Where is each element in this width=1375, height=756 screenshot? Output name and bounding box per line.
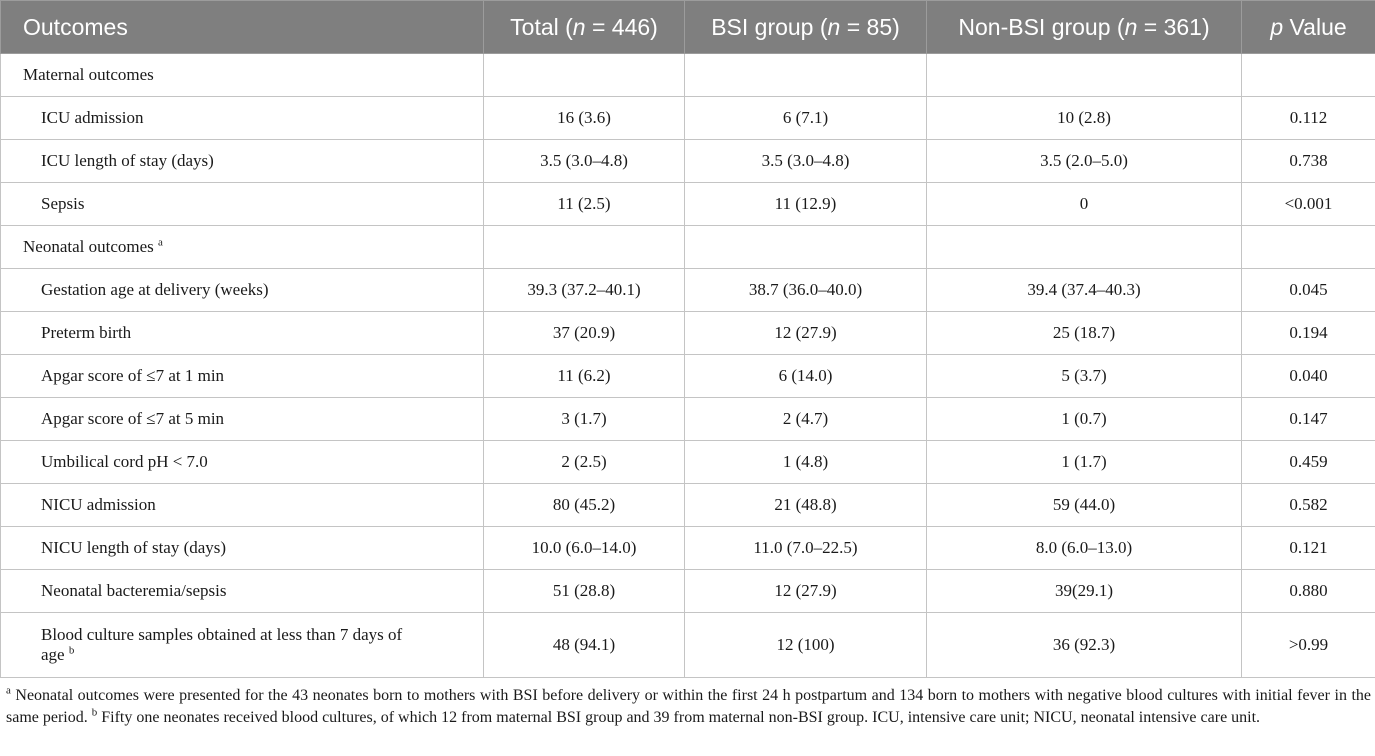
footnote-marker-b: b [68,644,75,657]
cell-p-value: 0.738 [1241,139,1375,183]
cell-p-value: 0.147 [1241,397,1375,441]
table-row: Apgar score of ≤7 at 5 min 3 (1.7) 2 (4.… [0,397,1375,441]
cell-total: 3 (1.7) [483,397,685,441]
cell-bsi: 6 (7.1) [684,96,927,140]
cell-total: 11 (6.2) [483,354,685,398]
cell-p-value: 0.112 [1241,96,1375,140]
footnote-b-text: Fifty one neonates received blood cultur… [97,709,1261,726]
header-bsi-group: BSI group (n = 85) [684,0,927,54]
cell-p-value: <0.001 [1241,182,1375,226]
cell-p-value: 0.880 [1241,569,1375,613]
row-label: Blood culture samples obtained at less t… [0,612,484,678]
table-row: ICU length of stay (days) 3.5 (3.0–4.8) … [0,139,1375,183]
row-label: Gestation age at delivery (weeks) [0,268,484,312]
cell-total: 2 (2.5) [483,440,685,484]
footnote-b-mark: b [91,706,98,719]
cell-p-value: 0.582 [1241,483,1375,527]
cell-non-bsi: 39(29.1) [926,569,1242,613]
cell-non-bsi: 0 [926,182,1242,226]
cell-bsi: 1 (4.8) [684,440,927,484]
cell-non-bsi: 3.5 (2.0–5.0) [926,139,1242,183]
header-non-bsi-group: Non-BSI group (n = 361) [926,0,1242,54]
table-footnote: a Neonatal outcomes were presented for t… [6,685,1371,729]
cell-total: 37 (20.9) [483,311,685,355]
table-row: Sepsis 11 (2.5) 11 (12.9) 0 <0.001 [0,182,1375,226]
table-row: ICU admission 16 (3.6) 6 (7.1) 10 (2.8) … [0,96,1375,140]
cell-total: 39.3 (37.2–40.1) [483,268,685,312]
cell-non-bsi: 59 (44.0) [926,483,1242,527]
table-row: NICU admission 80 (45.2) 21 (48.8) 59 (4… [0,483,1375,527]
cell-total: 11 (2.5) [483,182,685,226]
cell-non-bsi: 10 (2.8) [926,96,1242,140]
footnote-marker-a: a [158,236,163,249]
row-label: Sepsis [0,182,484,226]
cell-bsi: 11.0 (7.0–22.5) [684,526,927,570]
row-label: Preterm birth [0,311,484,355]
cell-total: 3.5 (3.0–4.8) [483,139,685,183]
cell-non-bsi: 39.4 (37.4–40.3) [926,268,1242,312]
cell-non-bsi: 8.0 (6.0–13.0) [926,526,1242,570]
cell-bsi: 2 (4.7) [684,397,927,441]
outcomes-table: Outcomes Total (n = 446) BSI group (n = … [0,0,1375,678]
cell-bsi: 12 (100) [684,612,927,678]
cell-p-value: 0.121 [1241,526,1375,570]
cell-total: 80 (45.2) [483,483,685,527]
cell-p-value: 0.040 [1241,354,1375,398]
row-label: ICU admission [0,96,484,140]
cell-non-bsi: 25 (18.7) [926,311,1242,355]
table-row: NICU length of stay (days) 10.0 (6.0–14.… [0,526,1375,570]
cell-non-bsi: 5 (3.7) [926,354,1242,398]
row-label: Umbilical cord pH < 7.0 [0,440,484,484]
table-row: Neonatal bacteremia/sepsis 51 (28.8) 12 … [0,569,1375,613]
row-label: Apgar score of ≤7 at 5 min [0,397,484,441]
cell-p-value: 0.045 [1241,268,1375,312]
header-total: Total (n = 446) [483,0,685,54]
footnote-a-mark: a [6,684,11,697]
cell-non-bsi: 1 (1.7) [926,440,1242,484]
cell-total: 16 (3.6) [483,96,685,140]
cell-bsi: 3.5 (3.0–4.8) [684,139,927,183]
row-label: Neonatal bacteremia/sepsis [0,569,484,613]
cell-total: 51 (28.8) [483,569,685,613]
row-label: NICU admission [0,483,484,527]
cell-p-value: >0.99 [1241,612,1375,678]
section-label: Neonatal outcomes a [0,225,484,269]
cell-bsi: 11 (12.9) [684,182,927,226]
section-neonatal-outcomes: Neonatal outcomes a [0,225,1375,269]
table-row: Blood culture samples obtained at less t… [0,612,1375,678]
header-p-value: p Value [1241,0,1375,54]
cell-bsi: 12 (27.9) [684,311,927,355]
cell-p-value: 0.194 [1241,311,1375,355]
table-row: Umbilical cord pH < 7.0 2 (2.5) 1 (4.8) … [0,440,1375,484]
cell-non-bsi: 1 (0.7) [926,397,1242,441]
section-maternal-outcomes: Maternal outcomes [0,53,1375,97]
row-label: ICU length of stay (days) [0,139,484,183]
cell-bsi: 6 (14.0) [684,354,927,398]
header-row: Outcomes Total (n = 446) BSI group (n = … [0,0,1375,54]
cell-bsi: 12 (27.9) [684,569,927,613]
row-label: NICU length of stay (days) [0,526,484,570]
cell-bsi: 21 (48.8) [684,483,927,527]
table-row: Preterm birth 37 (20.9) 12 (27.9) 25 (18… [0,311,1375,355]
table-row: Apgar score of ≤7 at 1 min 11 (6.2) 6 (1… [0,354,1375,398]
cell-bsi: 38.7 (36.0–40.0) [684,268,927,312]
cell-total: 10.0 (6.0–14.0) [483,526,685,570]
header-outcomes: Outcomes [0,0,484,54]
row-label: Apgar score of ≤7 at 1 min [0,354,484,398]
cell-p-value: 0.459 [1241,440,1375,484]
table-row: Gestation age at delivery (weeks) 39.3 (… [0,268,1375,312]
cell-total: 48 (94.1) [483,612,685,678]
cell-non-bsi: 36 (92.3) [926,612,1242,678]
footnote-a-text: Neonatal outcomes were presented for the… [6,687,1371,726]
section-label: Maternal outcomes [0,53,484,97]
